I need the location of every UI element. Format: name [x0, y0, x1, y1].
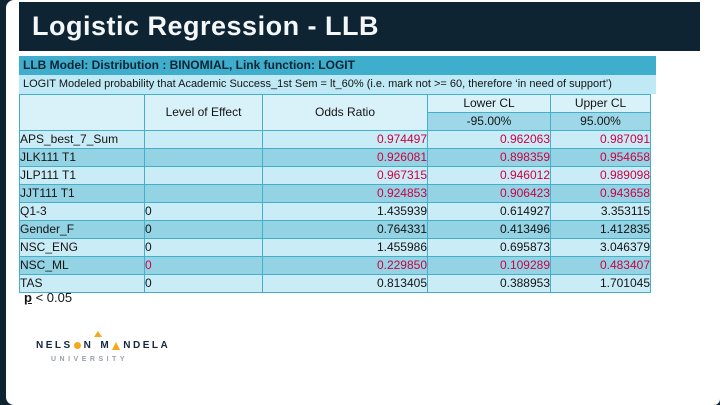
cell-lower: 0.898359 — [427, 148, 551, 167]
p-condition: < 0.05 — [31, 290, 73, 305]
nelson-mandela-university-logo: NELS N M NDELA UNIVERSITY — [36, 331, 186, 363]
cell-upper: 0.483407 — [550, 256, 651, 275]
cell-upper: 1.412835 — [550, 220, 651, 239]
cell-label: APS_best_7_Sum — [19, 130, 145, 149]
cell-upper: 3.353115 — [550, 202, 651, 221]
cell-odds: 0.967315 — [262, 166, 428, 185]
cell-upper: 3.046379 — [550, 238, 651, 257]
slide-title: Logistic Regression - LLB — [19, 2, 700, 51]
slide-content-area: Logistic Regression - LLB LLB Model: Dis… — [6, 0, 720, 405]
cell-odds: 0.813405 — [262, 274, 428, 293]
cell-label: JLK111 T1 — [19, 148, 145, 167]
header-upper-cl-pct: 95.00% — [550, 112, 651, 131]
logo-triangle-icon — [112, 341, 121, 350]
cell-level — [144, 130, 263, 149]
cell-label: Q1-3 — [19, 202, 145, 221]
table-row: JLP111 T1 0.967315 0.946012 0.989098 — [19, 166, 651, 185]
table-subheader-row: -95.00% 95.00% — [20, 112, 651, 131]
cell-level — [144, 166, 263, 185]
table-row: Gender_F 0 0.764331 0.413496 1.412835 — [19, 220, 651, 239]
cell-lower: 0.695873 — [427, 238, 551, 257]
logo-text-n: N — [83, 340, 94, 351]
table-row: NSC_ML 0 0.229850 0.109289 0.483407 — [19, 256, 651, 275]
header-upper-cl: Upper CL — [550, 94, 651, 113]
table-row: NSC_ENG 0 1.455986 0.695873 3.046379 — [19, 238, 651, 257]
cell-level: 0 — [144, 256, 263, 275]
cell-lower: 0.906423 — [427, 184, 551, 203]
logo-text-nels: NELS — [36, 340, 73, 351]
cell-odds: 0.924853 — [262, 184, 428, 203]
model-subtitle-bar: LOGIT Modeled probability that Academic … — [19, 75, 656, 94]
logo-text-m: M — [100, 340, 112, 351]
cell-level: 0 — [144, 274, 263, 293]
model-header-bar: LLB Model: Distribution : BINOMIAL, Link… — [19, 56, 656, 75]
logo-circle-icon — [73, 342, 81, 349]
cell-odds: 0.974497 — [262, 130, 428, 149]
logo-flame-triangle-icon — [94, 331, 102, 337]
cell-lower: 0.109289 — [427, 256, 551, 275]
cell-odds: 0.764331 — [262, 220, 428, 239]
results-table: Level of Effect Odds Ratio Lower CL Uppe… — [19, 94, 651, 293]
cell-level: 0 — [144, 202, 263, 221]
cell-odds: 0.926081 — [262, 148, 428, 167]
cell-lower: 0.413496 — [427, 220, 551, 239]
cell-label: NSC_ENG — [19, 238, 145, 257]
cell-upper: 0.987091 — [550, 130, 651, 149]
header-lower-cl: Lower CL — [427, 94, 551, 113]
table-row: APS_best_7_Sum 0.974497 0.962063 0.987091 — [19, 130, 651, 149]
cell-lower: 0.962063 — [427, 130, 551, 149]
table-row: TAS 0 0.813405 0.388953 1.701045 — [19, 274, 651, 293]
significance-footnote: p < 0.05 — [24, 290, 72, 305]
table-row: Q1-3 0 1.435939 0.614927 3.353115 — [19, 202, 651, 221]
cell-label: JJT111 T1 — [19, 184, 145, 203]
header-lower-cl-pct: -95.00% — [427, 112, 551, 131]
cell-label: TAS — [19, 274, 145, 293]
cell-label: Gender_F — [19, 220, 145, 239]
header-odds-ratio: Odds Ratio — [262, 94, 428, 131]
cell-upper: 0.989098 — [550, 166, 651, 185]
cell-label: NSC_ML — [19, 256, 145, 275]
cell-upper: 0.954658 — [550, 148, 651, 167]
table-row: JJT111 T1 0.924853 0.906423 0.943658 — [19, 184, 651, 203]
cell-label: JLP111 T1 — [19, 166, 145, 185]
cell-odds: 0.229850 — [262, 256, 428, 275]
cell-level: 0 — [144, 220, 263, 239]
cell-odds: 1.435939 — [262, 202, 428, 221]
cell-lower: 0.614927 — [427, 202, 551, 221]
cell-odds: 1.455986 — [262, 238, 428, 257]
table-row: JLK111 T1 0.926081 0.898359 0.954658 — [19, 148, 651, 167]
cell-level — [144, 148, 263, 167]
cell-level — [144, 184, 263, 203]
logo-text-ndela: NDELA — [123, 340, 171, 351]
cell-lower: 0.946012 — [427, 166, 551, 185]
logo-university-text: UNIVERSITY — [51, 356, 129, 363]
header-level-of-effect: Level of Effect — [144, 94, 263, 131]
cell-lower: 0.388953 — [427, 274, 551, 293]
cell-upper: 1.701045 — [550, 274, 651, 293]
cell-level: 0 — [144, 238, 263, 257]
table-header-row: Level of Effect Odds Ratio Lower CL Uppe… — [19, 94, 651, 131]
p-symbol: p — [24, 290, 32, 305]
logo-wordmark: NELS N M NDELA — [36, 340, 186, 351]
cell-upper: 0.943658 — [550, 184, 651, 203]
header-blank — [19, 94, 145, 131]
